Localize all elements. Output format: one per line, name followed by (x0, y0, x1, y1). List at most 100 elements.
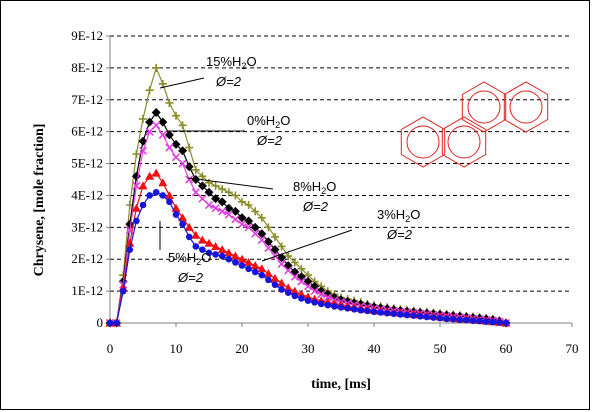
data-point (125, 238, 135, 247)
data-point (303, 282, 313, 291)
annotation-phi: Ø=2 (177, 270, 204, 285)
y-tick-label: 2E-12 (71, 251, 103, 266)
data-point (323, 293, 332, 302)
data-point (185, 175, 194, 184)
data-point (263, 269, 273, 278)
data-point (265, 276, 272, 284)
y-axis-label: Chrysene, [mole fraction] (32, 124, 47, 277)
annotation-label: 8%H2O (293, 179, 336, 196)
data-point (298, 295, 305, 302)
data-point (297, 264, 306, 273)
callout-line (159, 77, 205, 89)
x-tick-label: 10 (170, 341, 183, 356)
data-point (231, 191, 240, 200)
data-point (164, 130, 174, 140)
data-point (482, 318, 490, 326)
y-tick-label: 6E-12 (71, 124, 103, 139)
data-point (132, 149, 141, 158)
data-point (277, 278, 287, 287)
y-tick-label: 3E-12 (71, 219, 103, 234)
data-point (197, 181, 207, 191)
data-point (184, 162, 194, 172)
data-point (410, 312, 417, 319)
x-tick-labels: 0 10 20 30 40 50 60 70 (107, 341, 579, 356)
data-point (251, 207, 260, 216)
data-point (430, 314, 437, 321)
data-point (218, 252, 226, 260)
molecule-ring (400, 116, 446, 168)
data-point (257, 213, 266, 222)
data-point (230, 251, 240, 260)
annotation-phi: Ø=2 (215, 74, 242, 89)
data-point (449, 315, 457, 323)
data-point (172, 111, 180, 120)
data-point (290, 258, 299, 267)
data-point (311, 298, 318, 306)
aromatic-circle (406, 125, 440, 159)
data-point (145, 86, 154, 95)
data-point (357, 306, 365, 314)
data-point (264, 223, 273, 232)
annotation-phi: Ø=2 (302, 199, 329, 214)
data-point (145, 117, 155, 127)
data-point (238, 262, 246, 269)
data-point (277, 259, 286, 269)
data-point (179, 220, 186, 228)
y-tick-label: 9E-12 (71, 28, 103, 43)
annotation-label: 3%H2O (377, 207, 420, 224)
data-point (278, 286, 285, 293)
aromatic-circle (509, 90, 543, 124)
data-point (297, 277, 306, 286)
data-point (284, 252, 293, 261)
data-point (257, 236, 266, 245)
data-point (158, 117, 168, 127)
annotations: 15%H2O Ø=2 0%H2O Ø=2 8%H2O Ø=2 3%H2O Ø=2 5%H2O Ø=… (159, 54, 420, 285)
molecule-ring (503, 81, 549, 133)
data-point (271, 232, 279, 241)
data-point (463, 316, 470, 324)
y-tick-label: 4E-12 (71, 187, 103, 202)
y-tick-label: 7E-12 (71, 92, 103, 107)
data-point (397, 311, 404, 318)
data-point (296, 289, 306, 298)
data-point (271, 281, 279, 289)
data-point (224, 248, 234, 257)
data-point (158, 130, 167, 139)
data-point (125, 219, 135, 229)
series-circle (106, 188, 510, 327)
data-point (383, 309, 391, 317)
data-point (199, 246, 206, 253)
data-point (165, 143, 174, 152)
data-point (290, 272, 299, 281)
x-tick-label: 20 (236, 341, 249, 356)
data-point (377, 309, 384, 316)
data-point (159, 192, 167, 199)
data-point (416, 313, 424, 320)
data-point (257, 229, 267, 239)
x-tick-label: 30 (302, 341, 315, 356)
data-point (496, 319, 503, 326)
data-point (403, 311, 411, 319)
y-tick-label: 5E-12 (71, 156, 103, 171)
data-point (191, 165, 200, 174)
data-point (171, 139, 181, 149)
data-point (317, 300, 325, 308)
y-tick-label: 8E-12 (71, 60, 103, 75)
data-point (126, 246, 134, 253)
data-point (390, 310, 398, 318)
data-point (191, 188, 200, 197)
data-point (119, 287, 127, 295)
data-point (152, 63, 161, 72)
data-point (178, 121, 187, 130)
data-point (158, 79, 167, 88)
data-point (283, 283, 293, 292)
data-point (138, 181, 148, 190)
aromatic-circle (447, 125, 481, 159)
data-point (198, 194, 207, 203)
data-point (502, 319, 510, 327)
data-point (185, 143, 194, 152)
data-point (211, 194, 221, 204)
data-point (244, 201, 253, 210)
y-tick-label: 0 (97, 315, 104, 330)
